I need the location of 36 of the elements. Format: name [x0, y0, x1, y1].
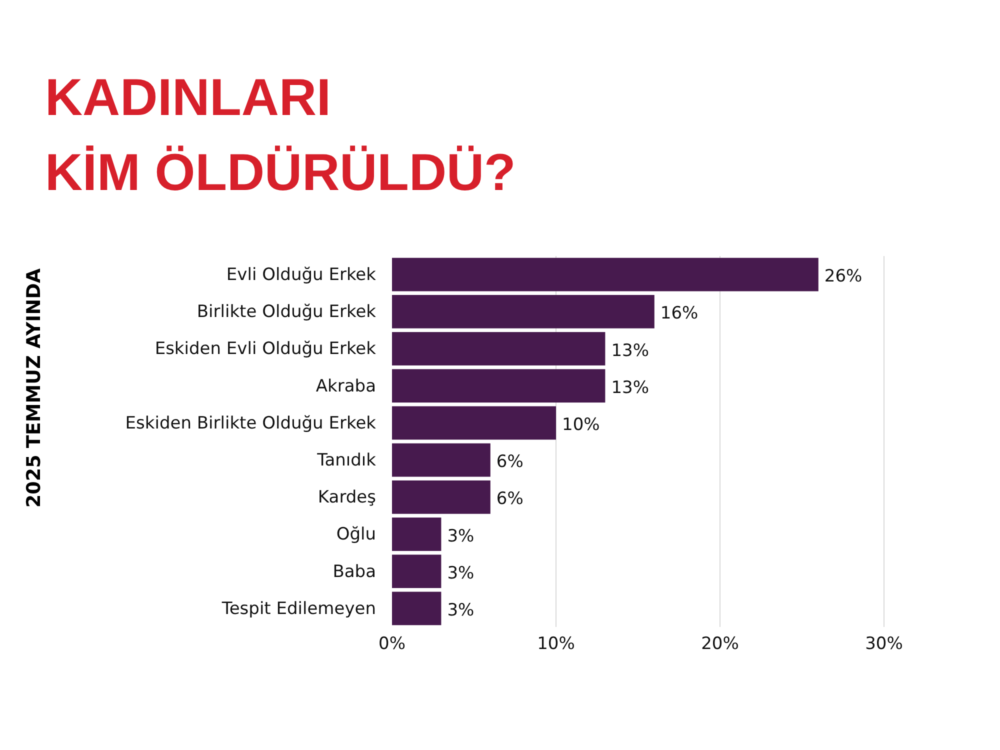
bar [392, 369, 606, 403]
data-label: 13% [611, 378, 649, 398]
data-label: 3% [447, 563, 474, 584]
y-tick-label: Baba [332, 562, 376, 582]
y-tick-label: Tespit Edilemeyen [220, 598, 376, 619]
data-label: 10% [562, 414, 600, 435]
bar [392, 332, 606, 366]
bar [392, 258, 818, 292]
y-tick-label: Evli Olduğu Erkek [226, 264, 376, 285]
data-label: 6% [496, 452, 524, 472]
bar [392, 294, 654, 328]
bar [392, 518, 442, 551]
bar [392, 554, 442, 588]
x-tick-label: 0% [378, 634, 406, 654]
y-tick-label: Birlikte Olduğu Erkek [196, 302, 376, 322]
data-label: 3% [447, 526, 474, 546]
bar [392, 592, 442, 626]
bar [392, 406, 556, 440]
x-tick-label: 20% [701, 634, 739, 654]
data-label: 6% [496, 489, 524, 510]
y-tick-label: Eskiden Birlikte Olduğu Erkek [125, 413, 376, 434]
data-label: 26% [824, 266, 862, 287]
data-label: 13% [611, 340, 649, 361]
x-tick-label: 30% [865, 634, 903, 654]
y-tick-label: Akraba [316, 376, 376, 396]
y-axis-title: 2025 TEMMUZ AYINDA [23, 268, 45, 508]
data-label: 16% [660, 304, 698, 324]
chart-title: KADINLARI KİM ÖLDÜRÜLDÜ? [45, 69, 516, 202]
y-tick-label: Eskiden Evli Olduğu Erkek [154, 339, 376, 360]
bar [392, 480, 490, 514]
y-tick-label: Oğlu [336, 524, 376, 545]
y-tick-label: Kardeş [318, 488, 376, 508]
y-tick-label: Tanıdık [316, 450, 376, 470]
x-tick-label: 10% [537, 634, 575, 654]
data-label: 3% [447, 600, 474, 620]
bar [392, 443, 490, 477]
